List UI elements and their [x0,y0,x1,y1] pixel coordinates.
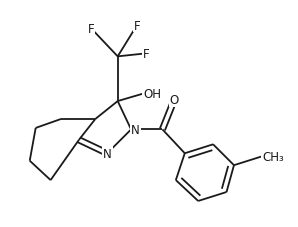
Text: OH: OH [143,88,161,101]
Text: O: O [170,94,179,107]
Text: CH₃: CH₃ [262,150,284,163]
Text: N: N [103,147,112,160]
Text: F: F [134,20,140,32]
Text: F: F [143,48,149,61]
Text: F: F [88,22,94,35]
Text: N: N [131,123,140,136]
